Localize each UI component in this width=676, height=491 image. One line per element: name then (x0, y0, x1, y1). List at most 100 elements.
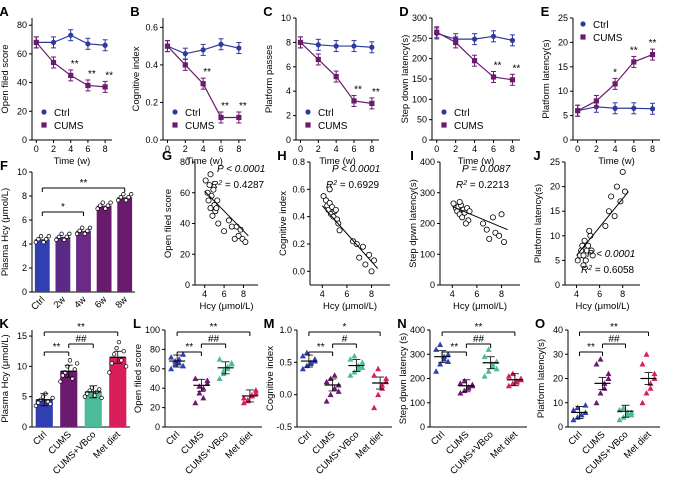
panel-letter: G (162, 148, 172, 163)
group-data-point (624, 409, 631, 415)
significance-mark: * (613, 67, 617, 78)
bar-data-point (33, 403, 38, 408)
ctrl-point (471, 36, 478, 42)
y-tick-label: 60 (180, 188, 190, 198)
bar (96, 205, 112, 292)
cums-point (85, 82, 91, 89)
group-data-point (347, 372, 354, 378)
group-data-point (620, 404, 627, 411)
cums-point (333, 73, 339, 80)
y-tick-label: 0.8 (292, 157, 305, 167)
scatter-point (207, 205, 214, 212)
x-tick-label: 0 (34, 144, 39, 154)
cums-point (453, 39, 459, 45)
panel-letter: J (533, 148, 540, 163)
y-tick-label: 0 (420, 422, 425, 432)
significance-label: * (343, 322, 347, 333)
ctrl-point (85, 41, 91, 47)
ctrl-point (68, 32, 74, 38)
group-data-point (371, 404, 378, 411)
bar-data-point (121, 349, 126, 354)
group-data-point (375, 391, 382, 398)
group-data-point (582, 402, 589, 408)
r-squared-annotation: R2 = 0.2213 (456, 180, 510, 192)
bar-data-point (74, 361, 80, 366)
y-tick-label: 10 (558, 86, 568, 96)
y-tick-label: 0 (185, 280, 190, 290)
legend-cums-label: CUMS (454, 121, 484, 132)
group-data-point (180, 362, 187, 369)
y-tick-label: 10 (281, 13, 291, 23)
y-axis-label: Platform latency(s) (541, 39, 552, 118)
group-data-point (437, 341, 444, 348)
panel-letter: C (263, 4, 273, 19)
scatter-point (602, 222, 609, 229)
y-tick-label: 200 (412, 54, 427, 64)
group-data-point (485, 346, 492, 352)
x-tick-label: Met diet (354, 429, 386, 461)
y-tick-label: 400 (420, 157, 435, 167)
group-data-point (457, 380, 464, 386)
y-tick-label: 60 (17, 49, 27, 59)
group-data-point (327, 391, 334, 398)
x-tick-label: 2 (594, 144, 599, 154)
group-data-point (597, 356, 604, 362)
cums-point (297, 39, 304, 45)
bar-data-point (116, 339, 122, 345)
scatter-point (213, 205, 220, 212)
x-tick-label: 8 (650, 144, 655, 154)
group-data-point (192, 399, 199, 406)
scatter-point (366, 251, 373, 258)
y-tick-label: 300 (412, 13, 427, 23)
group-data-point (570, 416, 577, 423)
scatter-point (235, 232, 242, 239)
bar-data-point (118, 195, 123, 200)
cums-point (200, 81, 206, 87)
regression-line (576, 191, 629, 256)
x-tick-label: 4 (334, 144, 339, 154)
p-value-annotation: P < 0.0001 (587, 249, 635, 260)
y-tick-label: 0.5 (279, 357, 292, 367)
scatter-point (581, 237, 588, 244)
bar-data-point (107, 370, 112, 375)
x-tick-label: Met diet (91, 429, 123, 461)
bar-data-point (64, 234, 69, 239)
group-data-point (216, 375, 223, 381)
group-data-point (433, 368, 440, 374)
scatter-point (586, 227, 593, 234)
scatter-point (231, 235, 238, 242)
significance-label: ** (475, 322, 483, 333)
y-tick-label: 80 (17, 20, 27, 30)
group-data-point (574, 404, 581, 411)
y-tick-label: 300 (420, 188, 435, 198)
scatter-point (362, 261, 369, 268)
legend-ctrl-label: Ctrl (318, 108, 334, 119)
bar-data-point (108, 200, 113, 205)
significance-mark: ** (513, 63, 521, 74)
scatter-point (210, 186, 217, 193)
scatter-point (214, 197, 221, 204)
x-tick-label: 6 (474, 289, 479, 299)
group-data-point (485, 368, 492, 374)
panel-letter: N (397, 316, 406, 331)
x-tick-label: Met diet (223, 429, 255, 461)
bar-data-point (116, 198, 121, 203)
x-tick-label: 2 (51, 144, 56, 154)
panel-letter: B (130, 4, 139, 19)
cums-point (50, 59, 57, 66)
x-tick-label: 6 (352, 144, 357, 154)
significance-label: # (342, 334, 348, 345)
legend-cums-label: CUMS (593, 33, 623, 44)
group-data-point (628, 411, 635, 418)
x-tick-label: 2 (316, 144, 321, 154)
y-tick-label: 15 (17, 331, 27, 341)
group-data-point (481, 373, 488, 379)
ctrl-point (236, 45, 242, 51)
legend-cums-marker (172, 122, 178, 128)
group-data-point (445, 351, 452, 357)
cums-point (593, 98, 599, 104)
significance-label: ** (77, 322, 85, 333)
x-tick-label: 2 (453, 144, 458, 154)
bar (60, 371, 78, 427)
panel-letter: K (0, 316, 9, 331)
